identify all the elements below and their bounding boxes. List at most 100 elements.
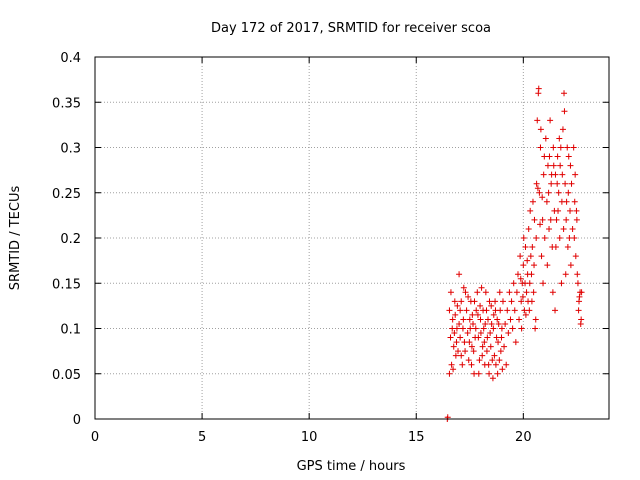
- data-point: [462, 289, 469, 296]
- y-tick-label: 0: [73, 413, 81, 428]
- data-point: [483, 307, 490, 314]
- data-point: [532, 316, 539, 323]
- data-point: [533, 180, 540, 187]
- data-point: [466, 316, 473, 323]
- data-point: [525, 225, 532, 232]
- data-point: [535, 85, 542, 92]
- plot-frame: [94, 56, 610, 420]
- chart-title: Day 172 of 2017, SRMTID for receiver sco…: [211, 21, 491, 36]
- data-point: [451, 330, 458, 337]
- data-point: [539, 216, 546, 223]
- data-point: [529, 198, 536, 205]
- data-point: [556, 235, 563, 241]
- data-point: [572, 171, 579, 178]
- data-point: [526, 280, 533, 287]
- data-point: [527, 253, 534, 260]
- y-tick-label: 0.25: [52, 187, 81, 202]
- data-point: [567, 262, 574, 269]
- data-point: [503, 361, 510, 368]
- data-point: [565, 153, 572, 160]
- data-point: [540, 280, 547, 287]
- data-point: [564, 144, 571, 151]
- data-point: [528, 271, 535, 278]
- data-point: [531, 262, 538, 269]
- data-point: [550, 162, 557, 169]
- data-point: [562, 180, 569, 187]
- data-point: [476, 357, 483, 364]
- data-point: [530, 289, 537, 296]
- data-point: [555, 189, 562, 196]
- data-point: [484, 334, 491, 341]
- data-point: [574, 271, 581, 278]
- data-point: [538, 253, 545, 260]
- data-point: [459, 361, 466, 368]
- data-point: [537, 221, 544, 228]
- data-point: [522, 244, 529, 251]
- data-point: [554, 180, 561, 187]
- data-point: [491, 352, 498, 359]
- data-point: [559, 126, 566, 133]
- axis-ticks: [94, 56, 609, 420]
- data-point: [488, 302, 495, 309]
- data-point: [545, 189, 552, 196]
- data-point: [576, 293, 583, 300]
- data-point: [532, 325, 539, 332]
- data-point: [477, 316, 484, 323]
- data-point: [450, 343, 457, 350]
- data-point: [546, 153, 553, 160]
- data-point: [511, 307, 518, 314]
- x-axis-label: GPS time / hours: [297, 459, 406, 474]
- data-point: [484, 316, 491, 323]
- data-point: [541, 153, 548, 160]
- y-tick-label: 0.3: [60, 142, 81, 157]
- data-point: [480, 325, 487, 332]
- data-point: [575, 307, 582, 314]
- data-point: [487, 330, 494, 337]
- data-point: [457, 334, 464, 341]
- y-tick-label: 0.1: [60, 323, 81, 338]
- data-point: [481, 339, 488, 346]
- x-tick-label: 15: [408, 430, 425, 445]
- data-point: [508, 298, 515, 305]
- data-point: [492, 361, 499, 368]
- data-point: [547, 117, 554, 124]
- data-point: [487, 343, 494, 350]
- data-point: [447, 289, 454, 296]
- data-point: [456, 320, 463, 327]
- data-point: [564, 244, 571, 251]
- data-point: [460, 284, 467, 291]
- data-point: [572, 253, 579, 260]
- data-point: [520, 262, 527, 269]
- data-point: [559, 171, 566, 178]
- data-point: [477, 330, 484, 337]
- data-point: [567, 162, 574, 169]
- data-point: [558, 280, 565, 287]
- data-point: [449, 316, 456, 323]
- data-point: [514, 271, 521, 278]
- data-point: [536, 189, 543, 196]
- data-point: [465, 357, 472, 364]
- data-point: [541, 235, 548, 241]
- data-point: [573, 216, 580, 223]
- data-point: [509, 325, 516, 332]
- data-point: [498, 325, 505, 332]
- data-point: [452, 311, 459, 318]
- data-point: [464, 330, 471, 337]
- data-point: [446, 370, 453, 377]
- data-point: [560, 225, 567, 232]
- data-point: [570, 144, 577, 151]
- data-point: [494, 316, 501, 323]
- data-point: [455, 348, 462, 355]
- data-point: [563, 216, 570, 223]
- data-point: [468, 361, 475, 368]
- data-point: [524, 257, 531, 264]
- data-point: [495, 320, 502, 327]
- data-point: [552, 244, 559, 251]
- data-point: [479, 343, 486, 350]
- data-point: [510, 280, 517, 287]
- data-point: [523, 289, 530, 296]
- data-point: [552, 307, 559, 314]
- data-point: [462, 348, 469, 355]
